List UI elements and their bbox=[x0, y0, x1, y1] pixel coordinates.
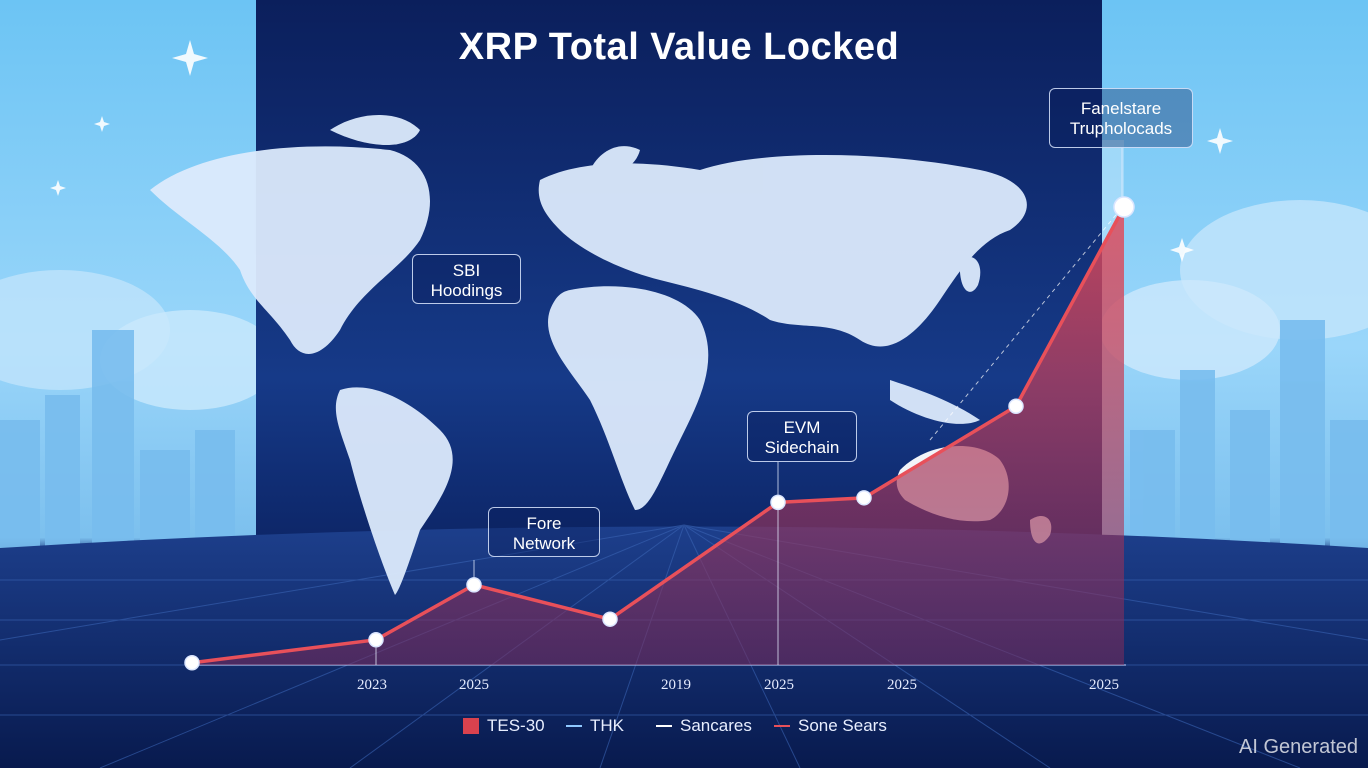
annotation-fore-network: Fore Network bbox=[488, 507, 600, 557]
annotation-evm-sidechain: EVM Sidechain bbox=[747, 411, 857, 462]
world-map bbox=[150, 115, 1052, 595]
legend-label: THK bbox=[590, 716, 624, 735]
annotation-line: EVM bbox=[783, 418, 821, 437]
annotation-line: Hoodings bbox=[430, 281, 503, 300]
watermark: AI Generated bbox=[1239, 736, 1358, 758]
legend-label: Sone Sears bbox=[798, 716, 887, 735]
legend-swatch bbox=[774, 725, 790, 727]
annotation-fanelstare: Fanelstare Trupholocads bbox=[1049, 88, 1193, 148]
x-tick-label: 2019 bbox=[661, 677, 691, 693]
legend-item-tes30: TES-30 bbox=[463, 716, 545, 736]
legend-item-sancares: Sancares bbox=[656, 716, 752, 736]
x-tick-label: 2023 bbox=[357, 677, 387, 693]
data-point bbox=[770, 494, 786, 511]
x-tick-label: 2025 bbox=[459, 677, 489, 693]
legend-label: Sancares bbox=[680, 716, 752, 735]
legend-swatch bbox=[656, 725, 672, 727]
data-point bbox=[1113, 196, 1135, 218]
annotation-line: Fore bbox=[526, 514, 562, 533]
data-point bbox=[368, 632, 384, 648]
legend: TES-30 THK Sancares Sone Sears bbox=[0, 716, 1368, 738]
data-point bbox=[602, 611, 618, 627]
background-scenery bbox=[0, 40, 1368, 550]
legend-label: TES-30 bbox=[487, 716, 545, 735]
legend-swatch bbox=[463, 718, 479, 734]
annotation-line: Sidechain bbox=[764, 438, 840, 457]
annotation-line: Trupholocads bbox=[1069, 119, 1173, 138]
legend-item-thk: THK bbox=[566, 716, 624, 736]
legend-item-sone-sears: Sone Sears bbox=[774, 716, 887, 736]
data-point bbox=[184, 654, 200, 671]
annotation-line: Fanelstare bbox=[1080, 99, 1162, 118]
data-point bbox=[1008, 398, 1024, 414]
series-area bbox=[192, 207, 1124, 665]
series-line bbox=[191, 206, 1126, 665]
annotation-line: SBI bbox=[452, 261, 481, 280]
plot-area bbox=[184, 148, 1135, 671]
annotation-sbi-hoodings: SBI Hoodings bbox=[412, 254, 521, 304]
x-tick-label: 2025 bbox=[887, 677, 917, 693]
legend-swatch bbox=[566, 725, 582, 727]
annotation-line: Network bbox=[512, 534, 576, 553]
data-point bbox=[856, 490, 872, 506]
x-tick-label: 2025 bbox=[764, 677, 794, 693]
data-point bbox=[466, 577, 482, 593]
trend-dashed-line bbox=[929, 209, 1121, 441]
x-tick-label: 2025 bbox=[1089, 677, 1119, 693]
chart-title: XRP Total Value Locked bbox=[458, 26, 900, 68]
